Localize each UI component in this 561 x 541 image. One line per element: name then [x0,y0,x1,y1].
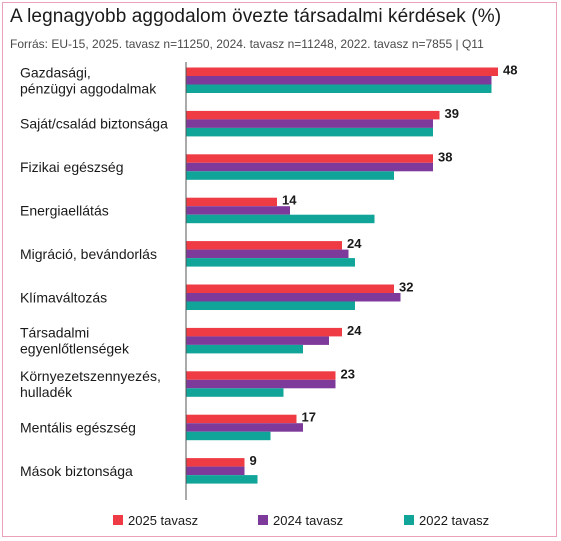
category-label: pénzügyi aggodalmak [20,80,157,96]
bar [186,76,492,85]
bar [186,423,303,432]
bar [186,284,394,293]
bar [186,388,284,397]
bar [186,119,433,128]
bar [186,293,401,302]
category-label: Környezetszennyezés, [20,368,161,384]
category-label: Fizikai egészség [20,159,124,175]
category-label: egyenlőtlenségek [20,341,130,357]
bar [186,379,336,389]
bar [186,214,375,224]
data-label: 9 [250,453,257,468]
bar [186,206,290,215]
legend-swatch [404,515,414,525]
legend-label: 2022 tavasz [419,513,489,528]
legend-label: 2024 tavasz [273,513,343,528]
data-label: 14 [282,193,297,208]
chart-subtitle: Forrás: EU-15, 2025. tavasz n=11250, 202… [10,37,484,51]
bar [186,414,297,424]
category-label: Mások biztonsága [20,463,133,479]
bar [186,327,342,337]
legend-label: 2025 tavasz [128,513,198,528]
legend-swatch [258,515,268,525]
data-label: 32 [399,280,413,295]
legend-swatch [113,515,123,525]
category-label: Klímaváltozás [20,289,107,305]
bar [186,84,492,93]
bar [186,466,245,476]
bar [186,154,433,163]
bar [186,241,342,250]
data-label: 39 [445,106,459,121]
category-label: Migráció, bevándorlás [20,246,157,262]
category-label: Társadalmi [20,325,89,341]
chart-title: A legnagyobb aggodalom övezte társadalmi… [10,6,502,27]
data-label: 48 [503,63,517,78]
bar [186,110,440,120]
bar-groups [186,67,498,484]
bar [186,258,355,267]
bar [186,197,277,207]
bar [186,301,355,310]
data-label: 24 [347,236,362,251]
bar [186,336,329,345]
bar [186,171,394,180]
data-label: 23 [341,366,355,381]
data-label: 38 [438,149,452,164]
legend: 2025 tavasz 2024 tavasz 2022 tavasz [113,513,489,528]
data-label: 17 [302,410,316,425]
bar [186,475,258,484]
bar [186,127,433,137]
bar [186,431,271,441]
category-labels: Gazdasági,pénzügyi aggodalmak Saját/csalá… [20,64,168,479]
category-label: Saját/család biztonsága [20,116,168,132]
bar [186,344,303,354]
category-label: hulladék [20,384,73,400]
value-labels: 48 39 38 14 24 32 24 23 17 9 [250,63,518,469]
category-label: Mentális egészség [20,419,136,435]
category-label: Gazdasági, [20,64,91,80]
bar [186,67,498,76]
bar [186,162,433,172]
data-label: 24 [347,323,362,338]
category-label: Energiaellátás [20,202,109,218]
bar [186,371,336,380]
bar [186,458,245,467]
bar [186,249,349,259]
